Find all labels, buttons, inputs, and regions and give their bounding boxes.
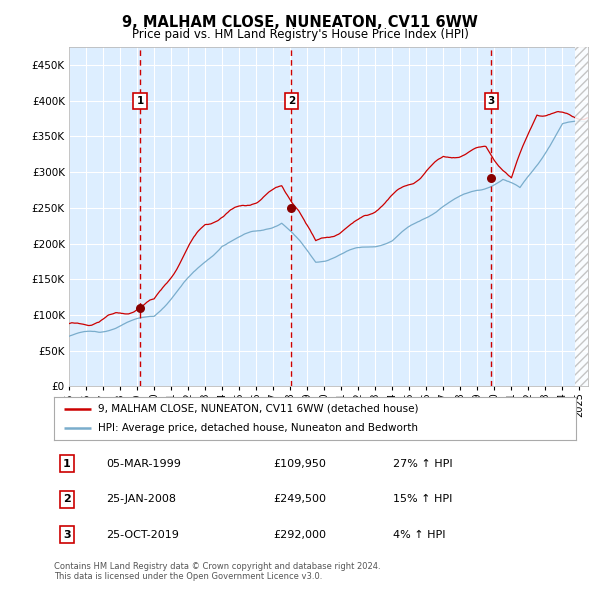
Text: £292,000: £292,000	[273, 530, 326, 539]
Text: 27% ↑ HPI: 27% ↑ HPI	[394, 459, 453, 468]
Text: 1: 1	[136, 96, 143, 106]
Text: 25-OCT-2019: 25-OCT-2019	[106, 530, 179, 539]
Text: 25-JAN-2008: 25-JAN-2008	[106, 494, 176, 504]
Text: 3: 3	[63, 530, 71, 539]
Text: HPI: Average price, detached house, Nuneaton and Bedworth: HPI: Average price, detached house, Nune…	[98, 423, 418, 433]
Text: Contains HM Land Registry data © Crown copyright and database right 2024.: Contains HM Land Registry data © Crown c…	[54, 562, 380, 571]
Text: 9, MALHAM CLOSE, NUNEATON, CV11 6WW (detached house): 9, MALHAM CLOSE, NUNEATON, CV11 6WW (det…	[98, 404, 419, 414]
Bar	[575, 47, 588, 386]
Text: 9, MALHAM CLOSE, NUNEATON, CV11 6WW: 9, MALHAM CLOSE, NUNEATON, CV11 6WW	[122, 15, 478, 30]
Text: 3: 3	[488, 96, 495, 106]
Text: 4% ↑ HPI: 4% ↑ HPI	[394, 530, 446, 539]
Text: 2: 2	[63, 494, 71, 504]
Text: 15% ↑ HPI: 15% ↑ HPI	[394, 494, 452, 504]
Text: £109,950: £109,950	[273, 459, 326, 468]
Text: 1: 1	[63, 459, 71, 468]
Text: 2: 2	[288, 96, 295, 106]
Text: £249,500: £249,500	[273, 494, 326, 504]
Text: This data is licensed under the Open Government Licence v3.0.: This data is licensed under the Open Gov…	[54, 572, 322, 581]
Text: Price paid vs. HM Land Registry's House Price Index (HPI): Price paid vs. HM Land Registry's House …	[131, 28, 469, 41]
Text: 05-MAR-1999: 05-MAR-1999	[106, 459, 181, 468]
